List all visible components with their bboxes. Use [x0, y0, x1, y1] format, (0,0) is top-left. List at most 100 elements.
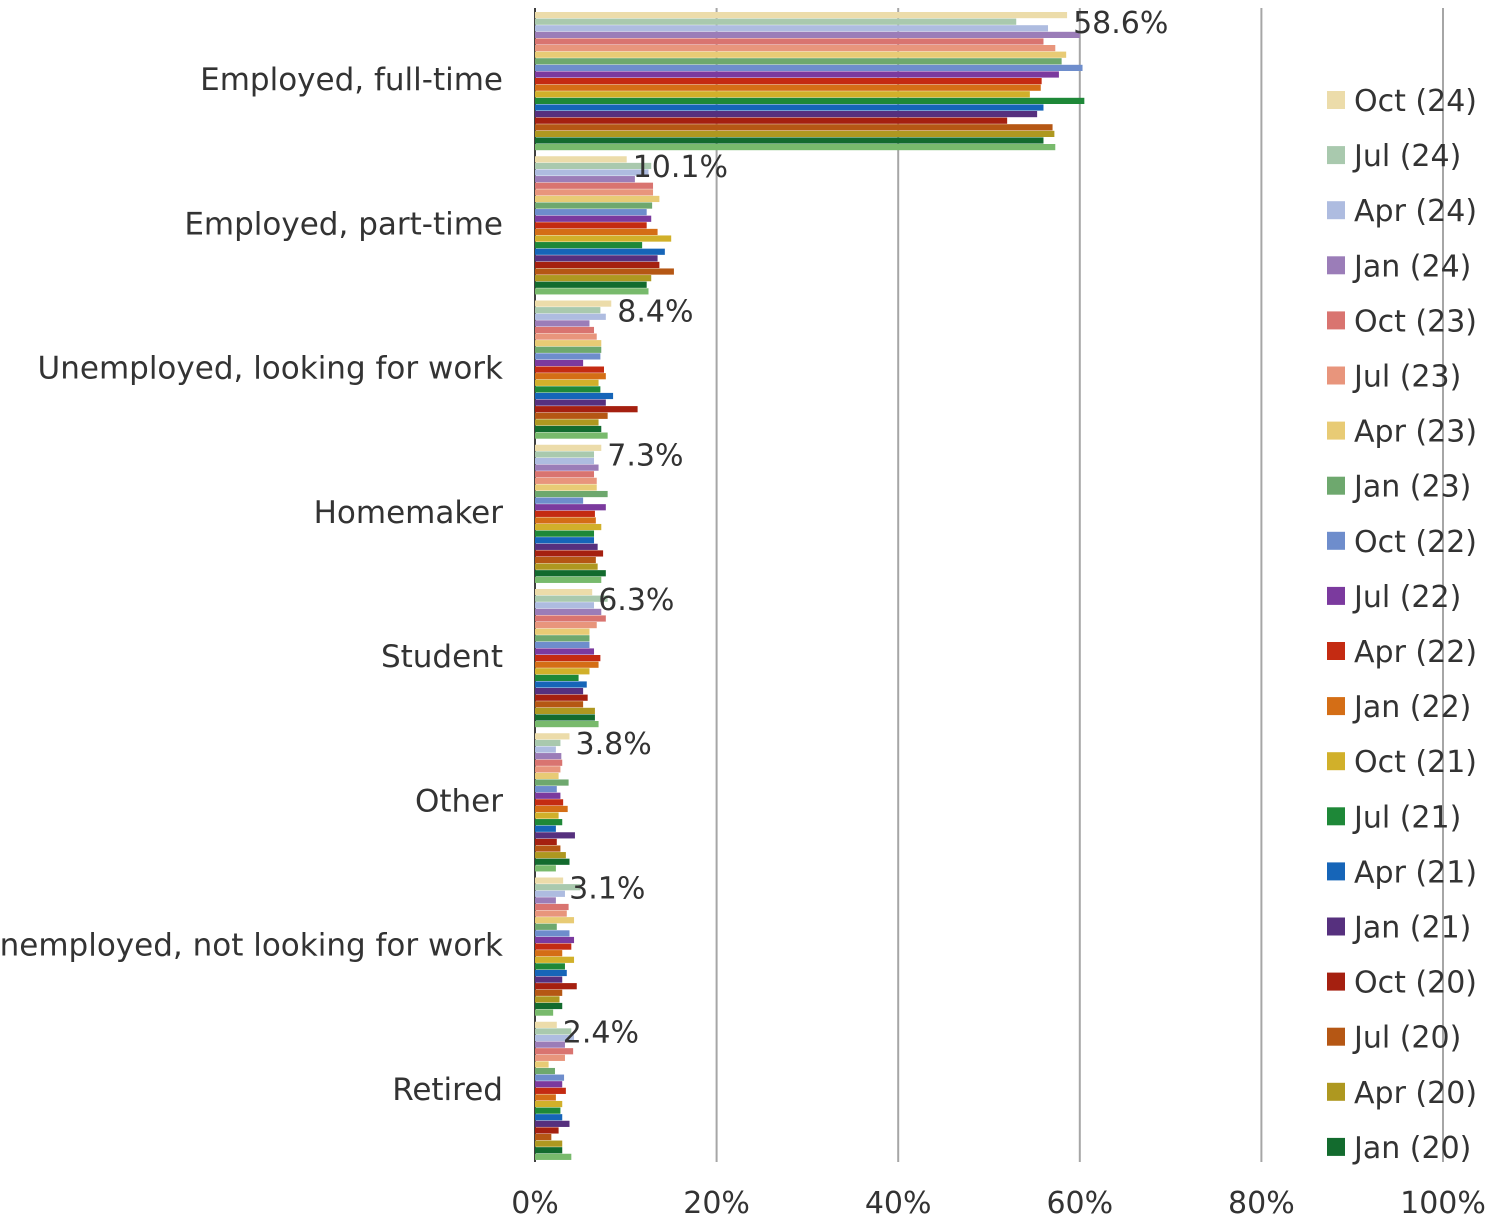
legend-swatch: [1327, 1137, 1345, 1156]
bar: [535, 694, 588, 701]
bar: [535, 386, 601, 393]
bar: [535, 1034, 575, 1042]
legend-swatch: [1327, 366, 1345, 385]
bar: [535, 1021, 557, 1028]
bar: [535, 838, 557, 846]
legend-label: Apr (23): [1354, 415, 1477, 450]
bar: [535, 307, 601, 314]
bar: [535, 425, 602, 433]
bar: [535, 721, 599, 728]
bar: [535, 550, 604, 557]
bar: [535, 1081, 563, 1088]
bar: [535, 641, 590, 648]
bar: [535, 858, 570, 865]
bar: [535, 786, 557, 793]
bar: [535, 162, 652, 170]
bar: [535, 215, 652, 222]
data-label: 2.4%: [563, 1016, 639, 1051]
gridlines: [715, 8, 1444, 1162]
bar: [535, 464, 599, 471]
bar: [535, 622, 597, 629]
bar: [535, 451, 595, 458]
bar: [535, 701, 584, 708]
bar: [535, 373, 606, 380]
bar: [535, 130, 1055, 137]
bar: [535, 510, 595, 517]
bar: [535, 852, 566, 859]
bar: [535, 288, 649, 295]
bar: [535, 1153, 572, 1160]
bar: [535, 477, 597, 484]
bar: [535, 1147, 563, 1154]
category-labels: Employed, full-time Employed, part-time Un…: [0, 62, 503, 1108]
bar: [535, 497, 584, 504]
legend-swatch: [1327, 476, 1345, 495]
category-label: Homemaker: [314, 495, 504, 531]
bar: [535, 805, 568, 813]
bar: [535, 877, 564, 884]
legend-label: Jan (20): [1352, 1131, 1471, 1166]
bar: [535, 457, 595, 465]
bar: [535, 182, 654, 189]
bar: [535, 543, 598, 550]
bar: [535, 78, 1042, 85]
legend-label: Jul (20): [1352, 1021, 1461, 1056]
bar: [535, 1074, 565, 1081]
bar: [535, 517, 596, 524]
category-label: Employed, full-time: [200, 62, 503, 98]
bar: [535, 176, 635, 183]
legend-swatch: [1327, 201, 1345, 220]
bar: [535, 819, 563, 826]
bar: [535, 746, 556, 753]
bar: [535, 923, 557, 930]
x-tick-label: 0%: [511, 1186, 559, 1221]
bar: [535, 963, 565, 970]
bar: [535, 1002, 563, 1010]
bar: [535, 1009, 554, 1016]
bar: [535, 1107, 561, 1114]
bar: [535, 195, 660, 203]
legend-label: Jul (23): [1352, 360, 1461, 395]
legend-swatch: [1327, 146, 1345, 165]
x-axis-ticks: 0% 20% 40% 60% 80% 100%: [511, 1186, 1486, 1221]
bar: [535, 714, 595, 721]
bar: [535, 674, 579, 681]
bar: [535, 353, 601, 360]
bar: [535, 589, 593, 596]
bar: [535, 144, 1056, 151]
bar: [535, 31, 1080, 38]
x-tick-label: 20%: [683, 1186, 750, 1221]
bar: [535, 58, 1062, 65]
category-label: Retired: [392, 1072, 503, 1108]
bar: [535, 490, 608, 498]
bar: [535, 432, 608, 439]
legend-swatch: [1327, 752, 1345, 771]
bar: [535, 976, 563, 983]
bar: [535, 189, 654, 196]
bar: [535, 1114, 563, 1121]
legend-label: Apr (24): [1354, 194, 1477, 229]
legend-swatch: [1327, 421, 1345, 440]
legend-swatch: [1327, 531, 1345, 550]
legend-swatch: [1327, 586, 1345, 605]
bar: [535, 556, 596, 564]
legend-swatch: [1327, 862, 1345, 881]
data-label: 8.4%: [617, 294, 693, 329]
bar: [535, 71, 1059, 78]
bar: [535, 772, 559, 780]
bar: [535, 655, 601, 662]
bar: [535, 1054, 565, 1061]
legend-swatch: [1327, 311, 1345, 330]
bar: [535, 25, 1049, 32]
bar: [535, 956, 575, 963]
bar: [535, 18, 1017, 25]
bar: [535, 936, 575, 944]
bar: [535, 1067, 555, 1075]
bar: [535, 326, 595, 334]
legend-swatch: [1327, 91, 1345, 109]
bar: [535, 346, 602, 353]
bar: [535, 602, 595, 609]
bar: [535, 1028, 572, 1035]
bar: [535, 628, 590, 635]
legend-label: Apr (22): [1354, 635, 1477, 670]
